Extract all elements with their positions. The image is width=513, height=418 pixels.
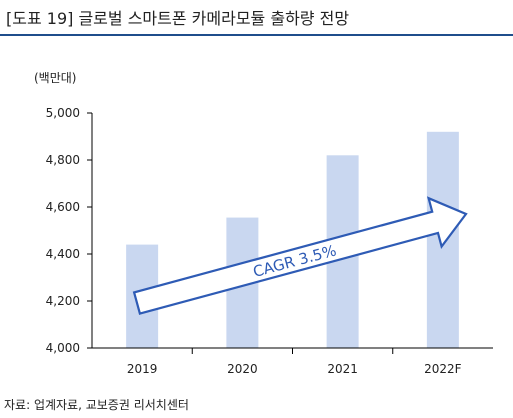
y-tick-label: 4,400 bbox=[46, 247, 80, 261]
x-axis: 2019 2020 2021 2022F bbox=[92, 347, 493, 376]
chart-title: [도표 19] 글로벌 스마트폰 카메라모듈 출하량 전망 bbox=[6, 9, 350, 28]
unit-label: (백만대) bbox=[34, 71, 77, 85]
y-tick-label: 4,800 bbox=[46, 153, 80, 167]
x-tick-label: 2019 bbox=[127, 362, 158, 376]
x-tick-label: 2020 bbox=[227, 362, 258, 376]
cagr-label: CAGR 3.5% bbox=[251, 241, 338, 281]
x-tick-label: 2021 bbox=[327, 362, 358, 376]
x-tick-label: 2022F bbox=[424, 362, 462, 376]
y-tick-label: 4,200 bbox=[46, 294, 80, 308]
title-divider bbox=[0, 34, 513, 36]
cagr-annotation: CAGR 3.5% bbox=[132, 196, 468, 315]
y-tick-label: 4,000 bbox=[46, 341, 80, 355]
y-tick-label: 4,600 bbox=[46, 200, 80, 214]
source-note: 자료: 업계자료, 교보증권 리서치센터 bbox=[4, 398, 189, 412]
y-tick-label: 5,000 bbox=[46, 106, 80, 120]
y-axis: 4,000 4,200 4,400 4,600 4,800 5,000 bbox=[46, 106, 93, 355]
cagr-arrow bbox=[132, 196, 468, 315]
